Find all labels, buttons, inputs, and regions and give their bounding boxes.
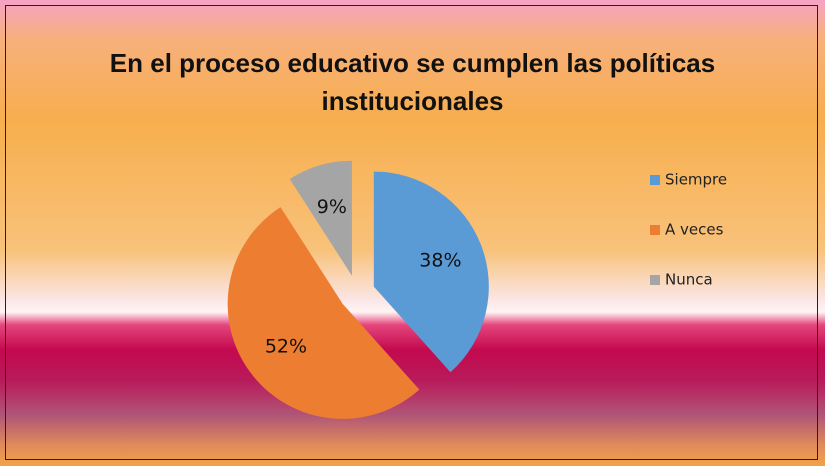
legend-swatch [650, 175, 660, 185]
chart-title: En el proceso educativo se cumplen las p… [109, 48, 716, 116]
data-label: 9% [317, 196, 347, 218]
data-label: 52% [265, 336, 307, 358]
data-label: 38% [419, 250, 461, 272]
legend-label: Siempre [665, 171, 727, 189]
chart-frame [5, 5, 818, 460]
pie-slice [227, 207, 420, 419]
pie-slice [289, 160, 352, 276]
pie-slice [373, 171, 489, 373]
legend-swatch [650, 275, 660, 285]
legend-label: Nunca [665, 271, 713, 289]
legend-label: A veces [665, 221, 724, 239]
legend-swatch [650, 225, 660, 235]
